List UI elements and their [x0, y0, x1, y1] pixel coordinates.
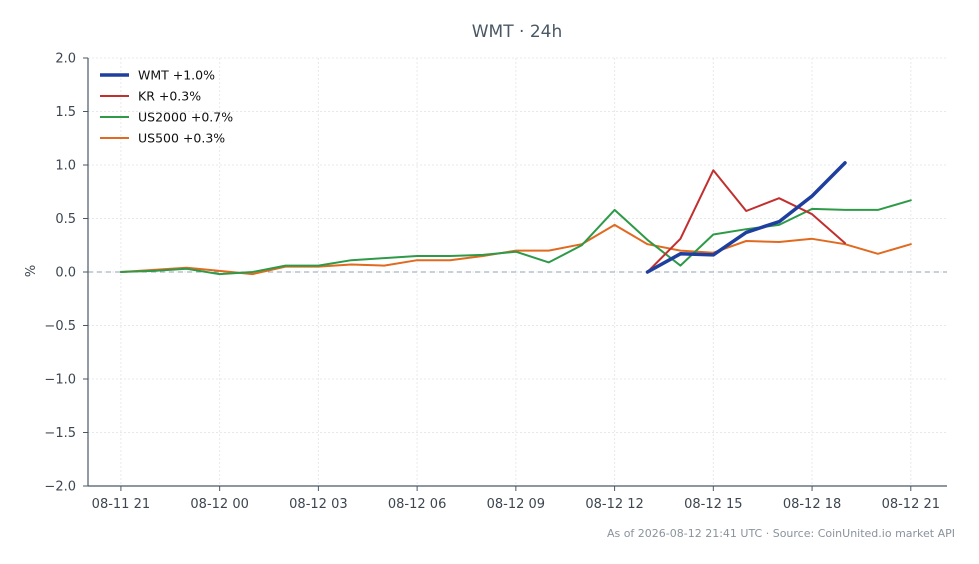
y-axis-label: %	[24, 265, 39, 277]
legend-label-wmt: WMT +1.0%	[138, 68, 215, 83]
y-tick-label: 1.0	[55, 159, 76, 174]
series-lines	[119, 161, 912, 276]
x-tick-label: 08-12 03	[289, 497, 347, 512]
series-line-kr	[646, 169, 846, 273]
y-tick-label: −1.5	[44, 426, 76, 441]
y-tick-label: 1.5	[55, 105, 76, 120]
x-tick-label: 08-12 18	[783, 497, 841, 512]
y-tick-label: −2.0	[44, 480, 76, 495]
legend-label-us500: US500 +0.3%	[138, 131, 225, 146]
legend: WMT +1.0% KR +0.3% US2000 +0.7% US500 +0.3%	[100, 68, 233, 146]
series-line-us500	[119, 223, 912, 276]
y-tick-label: 2.0	[55, 52, 76, 67]
legend-label-us2000: US2000 +0.7%	[138, 110, 233, 125]
y-tick-label: 0.0	[55, 266, 76, 281]
series-line-wmt	[645, 161, 847, 274]
x-tick-label: 08-11 21	[92, 497, 150, 512]
x-tick-label: 08-12 15	[684, 497, 742, 512]
x-tick-label: 08-12 06	[388, 497, 446, 512]
x-tick-label: 08-12 09	[487, 497, 545, 512]
y-tick-label: −0.5	[44, 319, 76, 334]
footer-source: As of 2026-08-12 21:41 UTC · Source: Coi…	[607, 527, 955, 540]
x-tick-label: 08-12 12	[585, 497, 643, 512]
series-line-us2000	[119, 199, 912, 276]
chart-title: WMT · 24h	[472, 22, 562, 42]
tick-labels: 2.0 1.5 1.0 0.5 0.0 −0.5 −1.0 −1.5 −2.0 08-11 21 0…	[44, 52, 940, 513]
y-tick-label: −1.0	[44, 373, 76, 388]
legend-label-kr: KR +0.3%	[138, 89, 201, 104]
y-tick-label: 0.5	[55, 212, 76, 227]
x-tick-label: 08-12 21	[882, 497, 940, 512]
x-tick-label: 08-12 00	[190, 497, 248, 512]
